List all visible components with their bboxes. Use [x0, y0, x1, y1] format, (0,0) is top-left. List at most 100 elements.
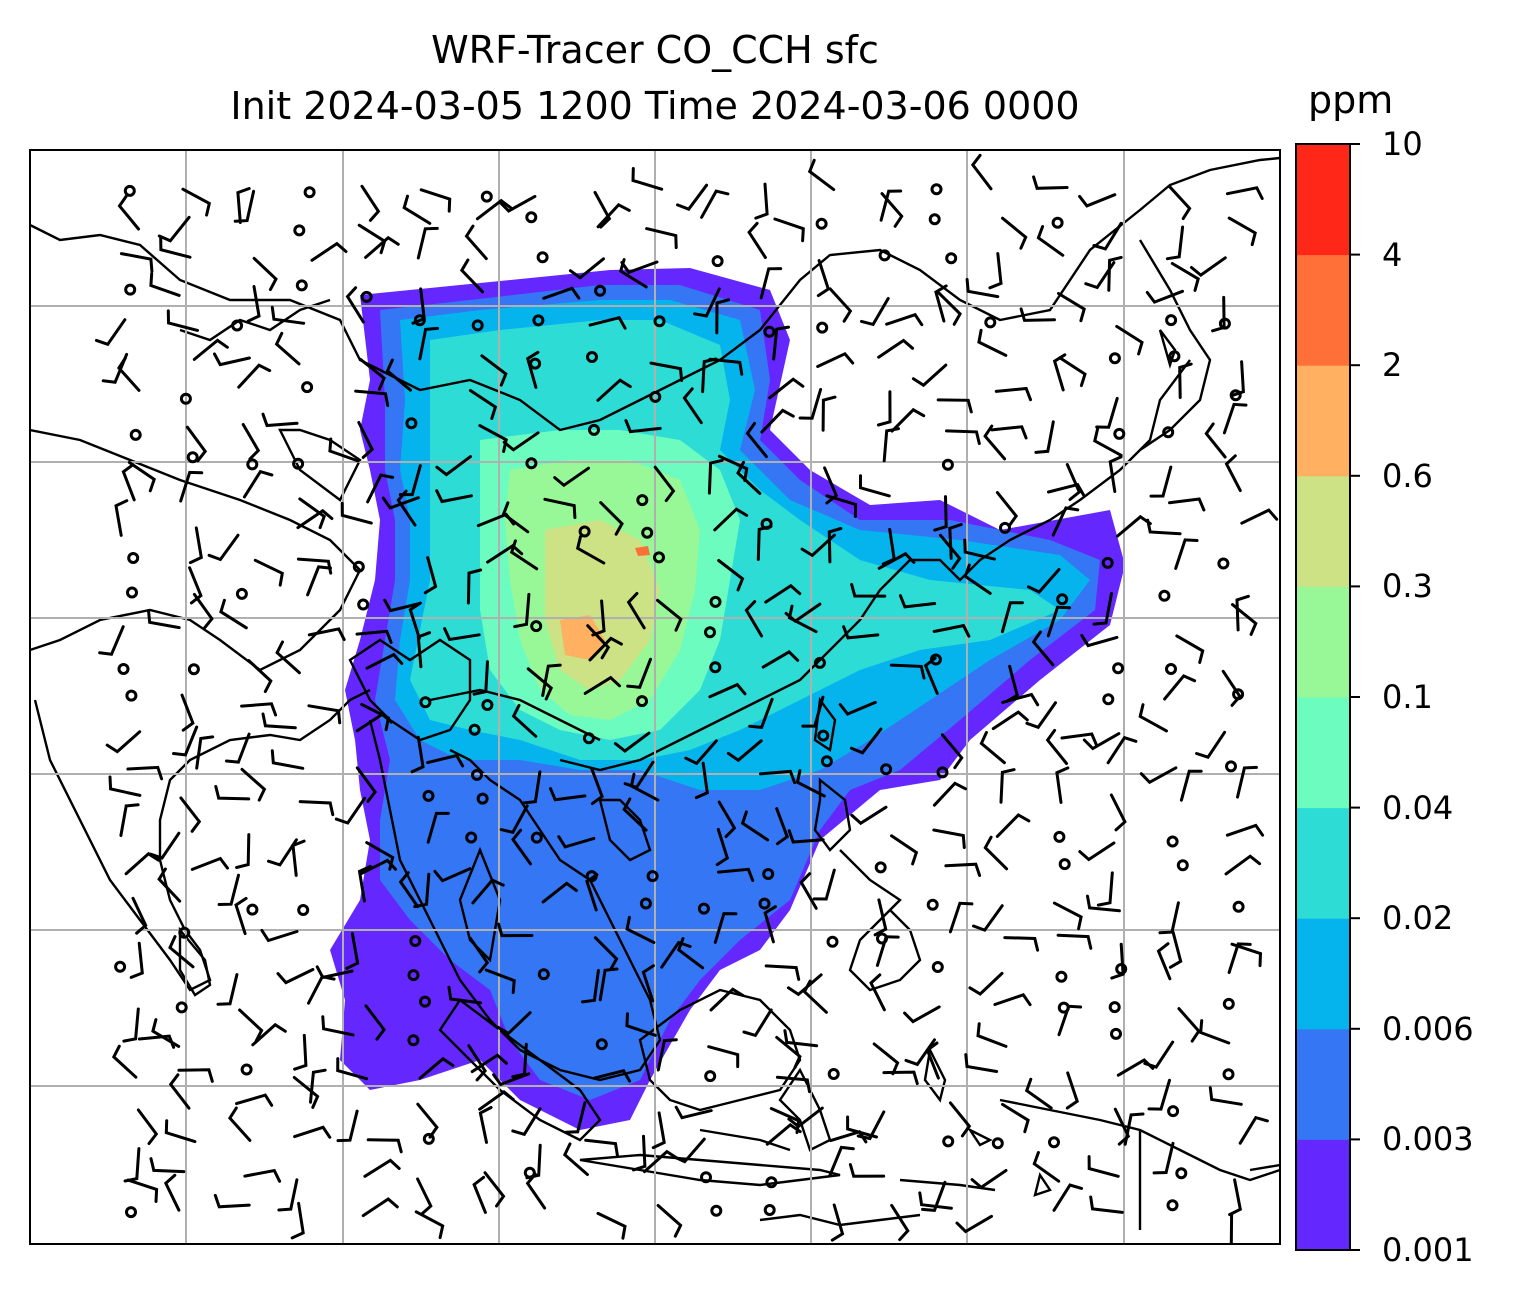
wind-barb: [225, 732, 251, 764]
wind-barb: [948, 523, 963, 560]
calm-circles: [114, 183, 1245, 1219]
wind-barb: [632, 1134, 647, 1172]
wind-barb: [1225, 823, 1265, 837]
wind-barb: [842, 625, 880, 640]
calm-marker: [763, 325, 776, 338]
wind-barb: [336, 1109, 359, 1143]
wind-barb: [993, 993, 1032, 1007]
wind-barb: [593, 190, 612, 229]
wind-barb: [707, 458, 724, 495]
wind-barb: [416, 631, 431, 669]
calm-marker: [465, 831, 478, 844]
calm-marker: [1108, 1001, 1121, 1014]
wind-barb: [1065, 463, 1082, 501]
wind-barb: [707, 1045, 740, 1069]
calm-marker: [422, 789, 435, 802]
calm-marker: [1222, 997, 1235, 1010]
colorbar-segment: [1296, 1139, 1350, 1251]
wind-barb: [1149, 465, 1173, 498]
wind-barb: [1108, 455, 1123, 493]
wind-barb: [1145, 289, 1184, 304]
wind-barb: [1096, 871, 1114, 907]
wind-barb: [1057, 292, 1086, 323]
wind-barb: [511, 828, 532, 866]
calm-marker: [240, 1063, 253, 1076]
calm-marker: [926, 898, 939, 911]
wind-barb: [181, 187, 212, 217]
wind-barb: [629, 772, 660, 802]
wind-barb: [357, 421, 374, 459]
wind-barb: [564, 1101, 587, 1134]
wind-barb: [293, 1125, 332, 1139]
wind-barb: [626, 657, 652, 689]
wind-barb: [416, 226, 439, 260]
calm-marker: [1166, 835, 1179, 848]
wind-barb: [944, 862, 982, 877]
wind-barb: [759, 769, 797, 785]
wind-barb: [216, 973, 239, 1006]
wind-barb: [1168, 497, 1206, 512]
wind-barb: [656, 598, 683, 632]
wind-barb: [1093, 427, 1123, 457]
wind-barb: [447, 985, 482, 1005]
calm-marker: [1055, 970, 1068, 983]
map-subtitle: Init 2024-03-05 1200 Time 2024-03-06 000…: [230, 84, 1080, 128]
wind-barb: [241, 423, 261, 461]
wind-barb: [717, 867, 755, 882]
wind-barb: [772, 325, 790, 361]
wind-barb: [653, 465, 676, 503]
calm-marker: [653, 551, 665, 564]
colorbar-segment: [1296, 254, 1350, 366]
calm-marker: [594, 284, 607, 297]
calm-marker: [595, 1038, 608, 1051]
calm-marker: [124, 283, 137, 296]
wind-barb: [1034, 420, 1055, 454]
calm-marker: [530, 831, 543, 844]
wind-barb: [270, 749, 305, 770]
wind-barb: [1078, 193, 1117, 208]
calm-marker: [827, 1068, 840, 1080]
wind-barb: [708, 682, 747, 699]
wind-barb: [701, 357, 718, 394]
wind-barb: [1001, 692, 1040, 707]
calm-marker: [760, 517, 773, 530]
calm-marker: [407, 1034, 420, 1047]
calm-marker: [704, 1070, 717, 1083]
wind-barb: [235, 833, 251, 869]
wind-barb: [163, 1173, 181, 1212]
wind-barb: [877, 551, 916, 570]
calm-marker: [1115, 963, 1128, 975]
wind-barb: [625, 915, 656, 944]
wind-barb: [260, 928, 299, 943]
wind-barb: [740, 810, 770, 842]
calm-marker: [710, 1204, 723, 1217]
wind-barb: [251, 1022, 287, 1047]
wind-barb: [185, 425, 208, 463]
wind-barb: [1024, 1077, 1053, 1110]
wind-barb: [1170, 262, 1200, 292]
wind-barb: [964, 1053, 999, 1073]
colorbar-segment: [1296, 807, 1350, 919]
calm-marker: [1056, 593, 1069, 606]
wind-barb: [575, 535, 606, 565]
calm-marker: [1222, 1068, 1235, 1081]
wind-barb: [475, 198, 513, 221]
wind-barb: [416, 1102, 439, 1139]
wind-barb: [525, 350, 540, 389]
wind-barb: [674, 1105, 713, 1120]
wind-barb: [816, 259, 831, 298]
wind-barb: [1221, 669, 1242, 707]
wind-barb: [760, 408, 795, 434]
wind-barb: [466, 568, 483, 605]
wind-barb: [511, 703, 538, 738]
wind-barb: [366, 473, 395, 504]
wind-barb: [903, 1005, 941, 1024]
wind-barb: [1147, 1078, 1171, 1111]
wind-barb: [1115, 514, 1152, 538]
calm-marker: [1175, 1167, 1188, 1180]
calm-marker: [649, 390, 662, 403]
wind-barb: [435, 489, 473, 504]
wind-barb: [340, 501, 373, 525]
wind-barb: [754, 182, 769, 220]
wind-barb: [293, 1033, 308, 1071]
